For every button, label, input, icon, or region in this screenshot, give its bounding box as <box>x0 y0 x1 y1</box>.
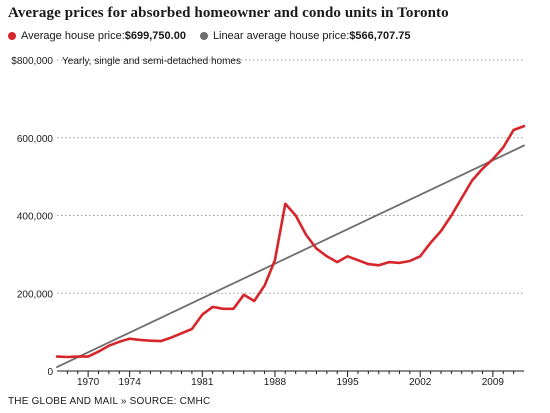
series-line-linear <box>56 144 525 369</box>
y-tick-label: 200,000 <box>17 289 54 300</box>
x-tick-label: 1981 <box>191 377 214 388</box>
legend-item-average: Average house price: $699,750.00 <box>8 30 186 42</box>
chart-subtitle: Yearly, single and semi-detached homes <box>62 56 241 67</box>
series-group <box>55 124 526 369</box>
x-tick-label: 2009 <box>482 377 505 388</box>
x-tick-label: 1974 <box>119 377 142 388</box>
x-tick-label: 1995 <box>336 377 359 388</box>
axes <box>57 370 524 377</box>
legend-label-linear: Linear average house price: <box>212 30 350 42</box>
x-tick-label: 1988 <box>264 377 287 388</box>
y-tick-label: 600,000 <box>17 134 54 145</box>
legend-value-average: $699,750.00 <box>124 30 186 42</box>
legend-item-linear: Linear average house price: $566,707.75 <box>199 30 411 42</box>
legend-label-average: Average house price: <box>21 30 125 42</box>
y-tick-label: 0 <box>47 367 53 378</box>
x-tick-label: 2002 <box>409 377 432 388</box>
grid <box>57 59 524 294</box>
series-line-average <box>55 124 526 359</box>
legend-swatch-linear <box>199 32 208 40</box>
labels: $800,000 600,000 400,000 200,000 0 Yearly, si… <box>11 56 504 388</box>
legend-value-linear: $566,707.75 <box>349 30 411 42</box>
y-tick-label: 400,000 <box>17 212 54 223</box>
chart-title: Average prices for absorbed homeowner an… <box>8 5 449 21</box>
legend: Average house price: $699,750.00 Linear … <box>8 30 424 42</box>
x-tick-label: 1970 <box>77 377 100 388</box>
y-tick-label: $800,000 <box>11 56 53 67</box>
legend-swatch-average <box>8 32 16 40</box>
source-footer: THE GLOBE AND MAIL » SOURCE: CMHC <box>8 396 211 407</box>
